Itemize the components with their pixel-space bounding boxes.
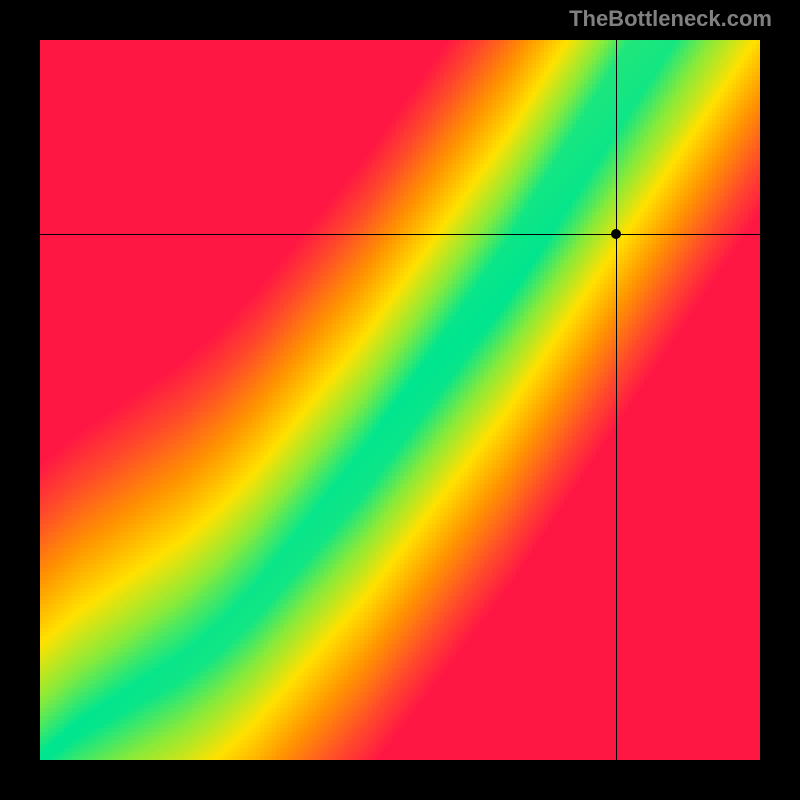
heatmap-canvas <box>40 40 760 760</box>
crosshair-vertical <box>616 40 617 760</box>
crosshair-horizontal <box>40 234 760 235</box>
marker-dot <box>611 229 621 239</box>
watermark-text: TheBottleneck.com <box>569 6 772 32</box>
heatmap-plot <box>40 40 760 760</box>
